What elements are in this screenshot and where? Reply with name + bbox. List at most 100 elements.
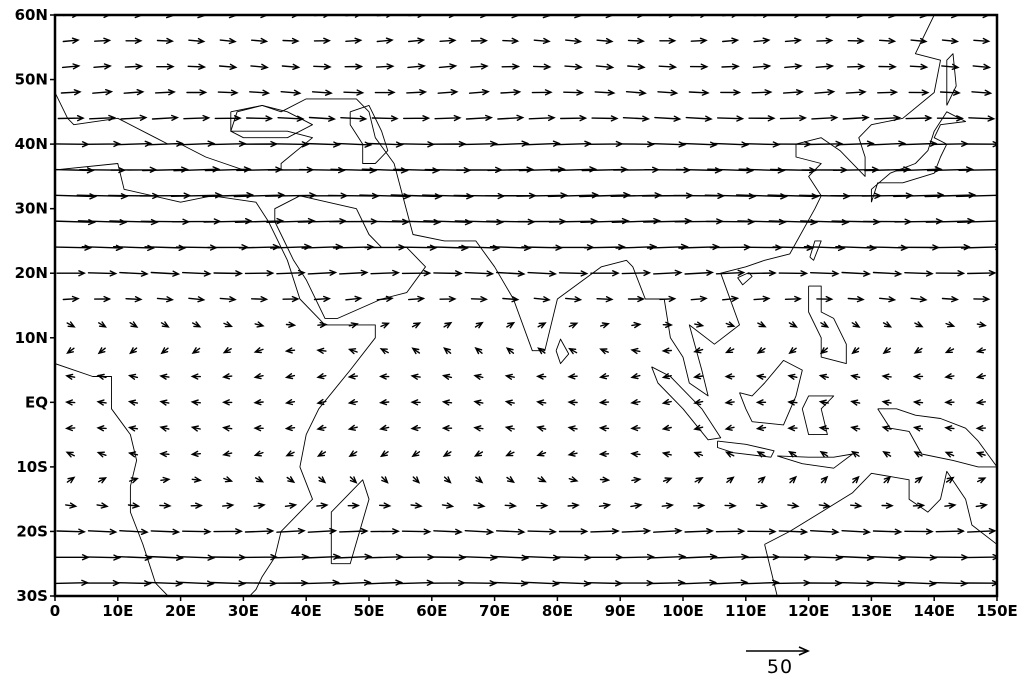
wind-vector xyxy=(219,296,237,303)
wind-vector xyxy=(87,528,118,535)
wind-vector xyxy=(527,270,558,277)
wind-vector xyxy=(251,296,269,303)
wind-vector xyxy=(692,373,704,380)
wind-vector xyxy=(159,399,170,406)
wind-vector xyxy=(203,218,254,225)
wind-vector xyxy=(160,321,170,328)
wind-vector xyxy=(598,373,610,380)
y-tick-label: 30S xyxy=(16,587,48,605)
wind-vector xyxy=(348,322,359,329)
wind-vector xyxy=(461,580,498,587)
wind-vector xyxy=(736,193,789,200)
wind-vector xyxy=(191,476,202,483)
wind-vector xyxy=(443,476,452,484)
wind-vector xyxy=(724,424,735,431)
wind-vector xyxy=(850,373,861,380)
wind-vector xyxy=(219,37,237,45)
wind-vector xyxy=(630,347,641,355)
wind-vector xyxy=(501,63,521,70)
wind-vector xyxy=(945,476,955,484)
wind-vector xyxy=(627,37,646,45)
wind-vector xyxy=(900,140,938,147)
wind-vector xyxy=(221,399,233,406)
wind-vector xyxy=(281,63,301,70)
wind-vector xyxy=(712,141,750,148)
wind-vector xyxy=(473,399,484,406)
x-tick-label: 120E xyxy=(788,602,830,620)
wind-vector xyxy=(188,37,206,45)
wind-vector xyxy=(787,399,798,406)
wind-vector xyxy=(975,425,986,432)
wind-vector xyxy=(410,502,423,509)
wind-vector xyxy=(120,114,148,121)
wind-vector xyxy=(912,373,924,380)
wind-vector xyxy=(119,528,149,535)
wind-vector xyxy=(912,399,924,406)
wind-vector xyxy=(527,528,558,535)
wind-vector xyxy=(661,373,672,380)
wind-vector xyxy=(818,399,829,406)
wind-vector xyxy=(437,89,459,96)
wind-vector xyxy=(596,37,614,45)
wind-vector xyxy=(65,451,75,458)
wind-vector xyxy=(254,476,265,483)
x-tick-label: 70E xyxy=(479,602,510,620)
wind-vector xyxy=(973,295,991,303)
wind-vector xyxy=(630,502,643,509)
wind-vector xyxy=(66,476,76,484)
wind-vector xyxy=(96,502,109,509)
wind-vector xyxy=(881,373,892,380)
wind-vector xyxy=(558,270,589,277)
y-tick-label: 20S xyxy=(16,522,48,540)
wind-vector xyxy=(568,347,578,355)
wind-vector xyxy=(473,425,484,432)
wind-vector xyxy=(523,554,561,561)
wind-vector xyxy=(474,321,484,329)
x-tick-label: 0 xyxy=(50,602,60,620)
wind-vector xyxy=(816,295,834,303)
wind-vector xyxy=(968,115,996,122)
wind-vector xyxy=(912,502,926,509)
wind-vector xyxy=(64,399,76,406)
wind-vector xyxy=(724,502,737,509)
wind-vector xyxy=(391,218,442,226)
wind-vector xyxy=(590,528,620,535)
wind-vector xyxy=(213,528,244,535)
wind-vector xyxy=(851,321,861,328)
wind-vector xyxy=(535,373,547,380)
wind-vector xyxy=(568,476,579,483)
coastline-caspian xyxy=(349,104,389,164)
reference-vector-key: 50 xyxy=(746,646,810,678)
wind-vector xyxy=(925,218,976,225)
wind-vector xyxy=(568,322,579,329)
wind-vector xyxy=(910,37,928,45)
wind-vector xyxy=(178,554,216,561)
wind-vector xyxy=(347,348,358,355)
wind-vector xyxy=(744,579,780,586)
wind-vector xyxy=(379,347,389,355)
wind-vector xyxy=(841,270,872,277)
wind-vector xyxy=(960,243,997,251)
wind-vector xyxy=(757,476,766,484)
wind-vector xyxy=(957,220,997,223)
wind-vector xyxy=(316,450,327,457)
wind-vector xyxy=(62,37,80,44)
wind-vector xyxy=(909,63,929,70)
wind-vector xyxy=(159,425,170,432)
wind-vector xyxy=(788,347,797,355)
wind-vector xyxy=(649,579,686,586)
wind-vector xyxy=(536,399,547,406)
wind-vector xyxy=(178,580,215,587)
wind-vector xyxy=(819,450,829,458)
coastline-new-guinea xyxy=(877,408,997,468)
wind-vector xyxy=(217,89,239,96)
wind-vector xyxy=(340,115,368,122)
y-tick-label: 10S xyxy=(16,458,48,476)
wind-vector xyxy=(755,424,767,432)
wind-vector xyxy=(441,373,453,380)
wind-vector xyxy=(183,114,211,122)
wind-vector xyxy=(967,269,997,277)
wind-vector xyxy=(98,321,107,328)
wind-vector xyxy=(594,89,616,96)
